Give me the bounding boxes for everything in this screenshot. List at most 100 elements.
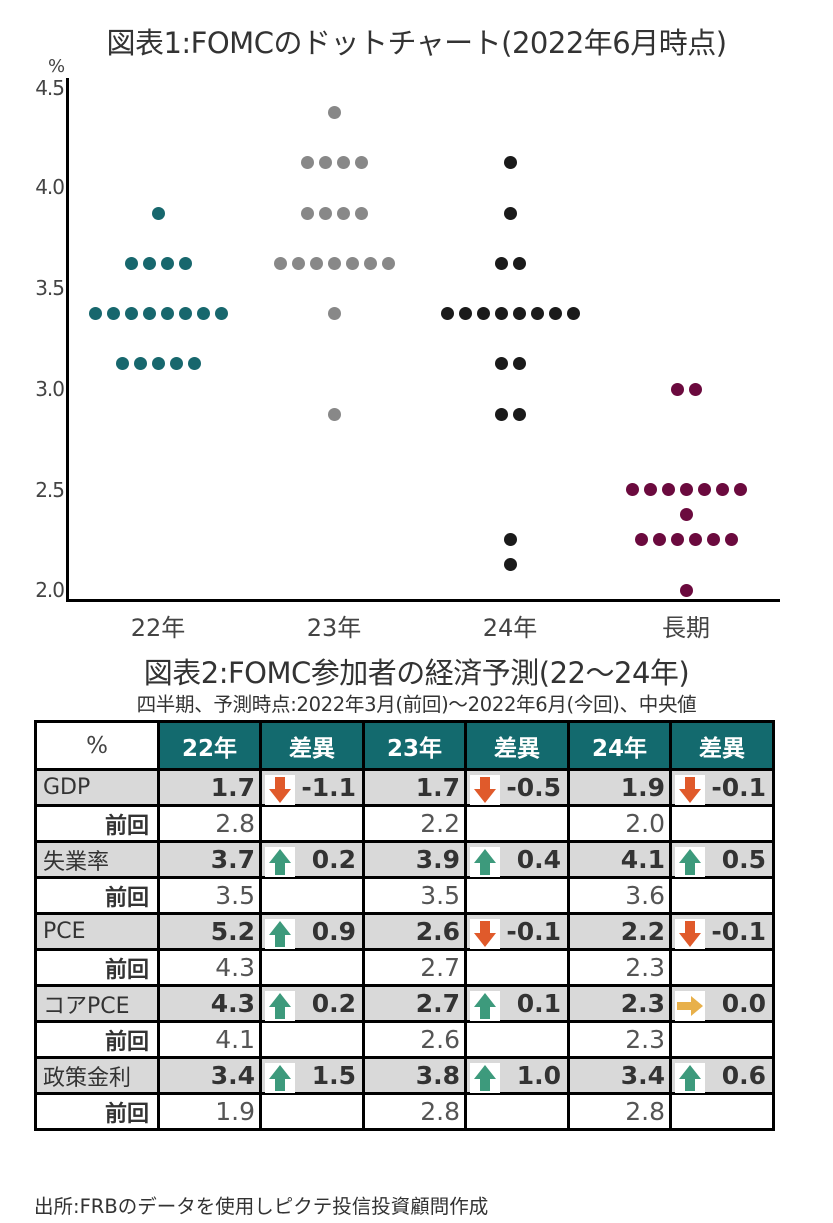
arrow-up-icon xyxy=(675,847,705,877)
diff-cell: -0.1 xyxy=(669,912,775,951)
value-cell: 2.3 xyxy=(567,1020,672,1059)
dot-marker xyxy=(363,256,377,270)
dot-marker xyxy=(512,256,526,270)
dot-marker xyxy=(670,533,684,547)
value-cell: 2.7 xyxy=(362,948,467,987)
y-tick: 4.0 xyxy=(35,175,65,199)
row-label: 前回 xyxy=(34,1092,160,1131)
dot-marker xyxy=(688,533,702,547)
value-cell: 3.9 xyxy=(362,840,467,879)
dot-marker xyxy=(327,407,341,421)
table-row-previous: 前回 4.1 2.6 2.3 xyxy=(34,1020,775,1059)
y-tick: 3.5 xyxy=(35,276,65,300)
x-tick: 22年 xyxy=(130,614,186,642)
dot-marker xyxy=(652,533,666,547)
arrow-up-icon xyxy=(265,1063,295,1093)
dot-marker xyxy=(336,156,350,170)
value-cell: 1.9 xyxy=(157,1092,262,1131)
dot-marker xyxy=(151,206,165,220)
dot-marker xyxy=(318,206,332,220)
diff-cell xyxy=(669,1092,775,1131)
arrow-up-icon xyxy=(470,847,500,877)
forecast-table: % 22年 差異 23年 差異 24年 差異 GDP 1.7 -1.1 1.7 -0.5… xyxy=(34,720,775,1131)
header-24: 24年 xyxy=(567,720,672,771)
row-label: 前回 xyxy=(34,876,160,915)
row-label: 前回 xyxy=(34,948,160,987)
y-tick: 3.0 xyxy=(35,377,65,401)
source-note: 出所:FRBのデータを使用しピクテ投信投資顧問作成 xyxy=(34,1195,489,1218)
diff-value: -0.1 xyxy=(506,917,561,946)
dot-marker xyxy=(318,156,332,170)
y-tick: 4.5 xyxy=(35,76,65,100)
diff-value: 0.5 xyxy=(721,845,766,874)
dot-marker xyxy=(327,256,341,270)
value-cell: 2.7 xyxy=(362,984,467,1023)
diff-cell xyxy=(669,804,775,843)
dot-marker xyxy=(345,256,359,270)
y-axis-unit: % xyxy=(48,56,66,77)
header-diff: 差異 xyxy=(464,720,570,771)
diff-value: 0.4 xyxy=(516,845,561,874)
value-cell: 2.6 xyxy=(362,1020,467,1059)
arrow-up-icon xyxy=(470,991,500,1021)
value-cell: 1.9 xyxy=(567,768,672,807)
diff-cell xyxy=(259,1092,365,1131)
value-cell: 3.4 xyxy=(157,1056,262,1095)
header-diff: 差異 xyxy=(259,720,365,771)
diff-value: -0.1 xyxy=(711,773,766,802)
value-cell: 4.3 xyxy=(157,948,262,987)
value-cell: 2.2 xyxy=(362,804,467,843)
diff-cell xyxy=(464,1020,570,1059)
row-label: コアPCE xyxy=(34,984,160,1023)
dot-marker xyxy=(309,256,323,270)
table-row: GDP 1.7 -1.1 1.7 -0.5 1.9 -0.1 xyxy=(34,768,775,807)
dot-marker xyxy=(336,206,350,220)
arrow-up-icon xyxy=(675,1063,705,1093)
table-header-row: % 22年 差異 23年 差異 24年 差異 xyxy=(34,720,775,771)
row-label: 政策金利 xyxy=(34,1056,160,1095)
dot-marker xyxy=(512,307,526,321)
row-label: 前回 xyxy=(34,804,160,843)
dot-marker xyxy=(724,533,738,547)
dot-marker xyxy=(214,307,228,321)
diff-cell xyxy=(259,804,365,843)
diff-value: -0.1 xyxy=(711,917,766,946)
value-cell: 4.1 xyxy=(157,1020,262,1059)
dot-marker xyxy=(476,307,490,321)
diff-cell: 0.4 xyxy=(464,840,570,879)
value-cell: 5.2 xyxy=(157,912,262,951)
dot-marker xyxy=(291,256,305,270)
dot-marker xyxy=(327,106,341,120)
dot-marker xyxy=(634,533,648,547)
dot-marker xyxy=(160,307,174,321)
diff-value: 0.0 xyxy=(721,989,766,1018)
diff-cell: 0.6 xyxy=(669,1056,775,1095)
diff-cell xyxy=(464,876,570,915)
table-row-previous: 前回 1.9 2.8 2.8 xyxy=(34,1092,775,1131)
dot-marker xyxy=(530,307,544,321)
diff-value: 1.0 xyxy=(516,1061,561,1090)
dot-marker xyxy=(124,307,138,321)
dot-marker xyxy=(494,357,508,371)
diff-cell xyxy=(464,804,570,843)
arrow-down-icon xyxy=(470,775,500,805)
diff-cell xyxy=(259,876,365,915)
dot-marker xyxy=(494,307,508,321)
dot-marker xyxy=(142,256,156,270)
diff-cell xyxy=(669,876,775,915)
value-cell: 3.6 xyxy=(567,876,672,915)
dot-marker xyxy=(196,307,210,321)
value-cell: 3.7 xyxy=(157,840,262,879)
header-23: 23年 xyxy=(362,720,467,771)
diff-cell: -0.1 xyxy=(669,768,775,807)
diff-value: 1.5 xyxy=(311,1061,356,1090)
diff-cell: 0.1 xyxy=(464,984,570,1023)
table-row-previous: 前回 2.8 2.2 2.0 xyxy=(34,804,775,843)
dot-marker xyxy=(88,307,102,321)
dot-marker xyxy=(106,307,120,321)
dot-marker xyxy=(178,256,192,270)
diff-cell: -1.1 xyxy=(259,768,365,807)
arrow-up-icon xyxy=(265,919,295,949)
dot-marker xyxy=(151,357,165,371)
dot-marker xyxy=(548,307,562,321)
